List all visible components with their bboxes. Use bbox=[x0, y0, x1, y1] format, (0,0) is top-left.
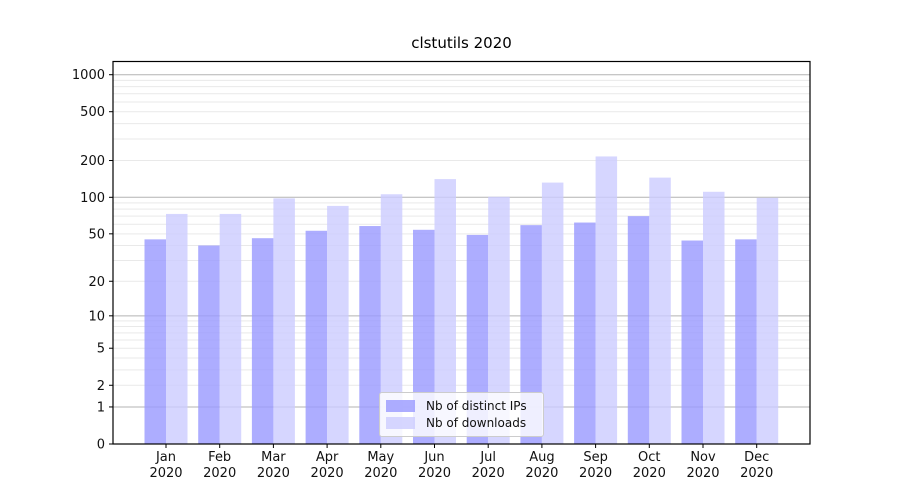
y-tick-label: 20 bbox=[88, 275, 105, 290]
plot-border bbox=[112, 60, 811, 445]
bar-distinct-ips-dec bbox=[735, 239, 757, 444]
legend-item: Nb of downloads bbox=[386, 415, 535, 433]
bar-downloads-jan bbox=[166, 213, 188, 444]
x-tick-label: May 2020 bbox=[364, 450, 397, 481]
bar-downloads-feb bbox=[219, 213, 242, 444]
bar-distinct-ips-nov bbox=[681, 240, 703, 444]
x-tick-label: Oct 2020 bbox=[633, 450, 666, 481]
bar-distinct-ips-aug bbox=[520, 225, 542, 444]
y-tick-label: 1 bbox=[97, 400, 105, 415]
x-tick-label: Nov 2020 bbox=[686, 450, 719, 481]
bar-downloads-sep bbox=[595, 156, 618, 445]
bar-downloads-apr bbox=[327, 205, 349, 444]
legend-label-downloads: Nb of downloads bbox=[426, 416, 527, 431]
bar-distinct-ips-feb bbox=[198, 245, 220, 444]
y-tick-label: 500 bbox=[80, 105, 105, 120]
y-tick-label: 1000 bbox=[72, 68, 105, 83]
x-tick-label: Dec 2020 bbox=[740, 450, 773, 481]
x-tick-label: Jun 2020 bbox=[418, 450, 451, 481]
bar-downloads-nov bbox=[703, 191, 725, 444]
bar-distinct-ips-jul bbox=[466, 234, 489, 444]
bar-downloads-may bbox=[380, 194, 403, 444]
y-tick-label: 200 bbox=[80, 154, 105, 169]
x-tick-label: Jul 2020 bbox=[472, 450, 505, 481]
legend-swatch-distinct-ips bbox=[386, 399, 415, 412]
bar-distinct-ips-sep bbox=[574, 222, 596, 444]
legend-swatch-downloads bbox=[386, 417, 415, 430]
x-tick-label: Feb 2020 bbox=[203, 450, 236, 481]
bar-distinct-ips-mar bbox=[251, 238, 274, 444]
y-tick-label: 10 bbox=[88, 309, 105, 324]
x-tick-label: Jan 2020 bbox=[149, 450, 182, 481]
bar-distinct-ips-jan bbox=[144, 239, 166, 444]
chart-title: clstutils 2020 bbox=[411, 34, 512, 52]
bar-distinct-ips-apr bbox=[305, 230, 328, 444]
bar-downloads-aug bbox=[541, 182, 564, 444]
y-tick-label: 0 bbox=[97, 438, 105, 453]
bar-downloads-dec bbox=[756, 197, 779, 444]
legend: Nb of distinct IPs Nb of downloads bbox=[379, 392, 544, 437]
bar-downloads-oct bbox=[649, 177, 671, 444]
y-tick-label: 5 bbox=[97, 342, 105, 357]
bar-distinct-ips-may bbox=[359, 226, 381, 444]
bar-downloads-mar bbox=[273, 198, 295, 444]
legend-item: Nb of distinct IPs bbox=[386, 397, 535, 415]
x-tick-label: Apr 2020 bbox=[311, 450, 344, 481]
bar-downloads-jun bbox=[434, 179, 456, 444]
bar-distinct-ips-jun bbox=[413, 229, 435, 444]
y-tick-label: 50 bbox=[88, 227, 105, 242]
y-tick-label: 2 bbox=[97, 379, 105, 394]
bar-downloads-jul bbox=[488, 196, 510, 444]
x-tick-label: Sep 2020 bbox=[579, 450, 612, 481]
bar-distinct-ips-oct bbox=[627, 216, 650, 444]
x-tick-label: Mar 2020 bbox=[257, 450, 290, 481]
legend-label-distinct-ips: Nb of distinct IPs bbox=[426, 398, 527, 413]
y-tick-label: 100 bbox=[80, 191, 105, 206]
x-tick-label: Aug 2020 bbox=[525, 450, 558, 481]
